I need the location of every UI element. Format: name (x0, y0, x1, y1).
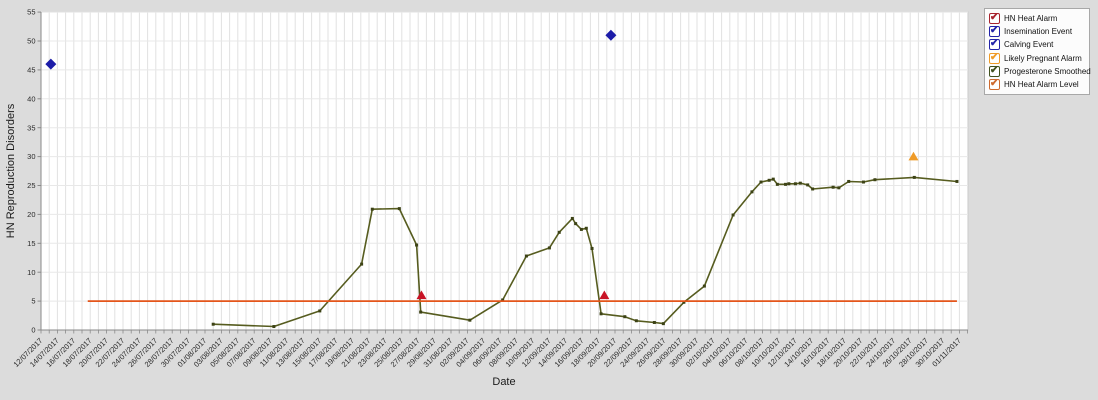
progesterone-point (623, 315, 627, 319)
progesterone-point (784, 182, 788, 186)
y-tick-label: 55 (27, 8, 35, 17)
y-axis-title: HN Reproduction Disorders (5, 103, 17, 239)
progesterone-point (652, 320, 656, 324)
legend-item-progesterone-smoothed[interactable]: Progesterone Smoothed (989, 65, 1091, 77)
progesterone-point (837, 186, 841, 190)
y-tick-label: 25 (27, 181, 35, 190)
legend-item-hn-heat-alarm-level[interactable]: HN Heat Alarm Level (989, 78, 1085, 90)
progesterone-point (861, 180, 865, 184)
checkbox-checked-icon[interactable] (989, 52, 1000, 64)
progesterone-point (759, 180, 763, 184)
progesterone-point (599, 312, 603, 316)
progesterone-point (415, 243, 419, 247)
progesterone-point (634, 319, 638, 323)
legend-label: Progesterone Smoothed (1004, 66, 1091, 76)
checkbox-checked-icon[interactable] (989, 78, 1000, 90)
calving-event-marker (45, 58, 57, 70)
legend-label: HN Heat Alarm (1004, 14, 1058, 23)
y-tick-label: 5 (31, 297, 35, 306)
progesterone-point (468, 318, 472, 322)
progesterone-point (370, 207, 374, 211)
progesterone-point (318, 309, 322, 313)
progesterone-point (570, 216, 574, 220)
hn-heat-alarm-marker (599, 290, 610, 300)
legend-item-calving-event[interactable]: Calving Event (989, 38, 1085, 51)
progesterone-point (955, 179, 959, 183)
progesterone-point (798, 181, 802, 185)
likely-pregnant-alarm-marker (908, 151, 919, 161)
progesterone-point (501, 298, 505, 302)
progesterone-point (702, 284, 706, 288)
hn-heat-alarm-marker (416, 290, 427, 300)
legend-item-hn-heat-alarm[interactable]: HN Heat Alarm (989, 12, 1085, 24)
legend: HN Heat Alarm Insemination Event Calving… (984, 8, 1091, 95)
progesterone-point (524, 254, 528, 258)
progesterone-point (806, 183, 810, 187)
y-tick-label: 40 (27, 94, 35, 103)
y-tick-label: 0 (31, 326, 35, 335)
y-tick-label: 10 (27, 268, 35, 277)
progesterone-point (731, 213, 735, 217)
legend-label: Calving Event (1004, 40, 1054, 50)
progesterone-point (771, 177, 775, 181)
y-tick-label: 15 (27, 239, 35, 248)
legend-item-likely-pregnant-alarm[interactable]: Likely Pregnant Alarm (989, 52, 1085, 64)
y-tick-label: 45 (27, 66, 35, 75)
progesterone-point (873, 178, 877, 182)
progesterone-point (767, 178, 771, 182)
insemination-event-marker (605, 29, 617, 41)
progesterone-point (661, 322, 665, 326)
progesterone-point (272, 325, 276, 329)
y-tick-label: 30 (27, 152, 35, 161)
progesterone-point (831, 185, 835, 189)
legend-label: Insemination Event (1004, 27, 1073, 37)
checkbox-checked-icon[interactable] (989, 65, 1000, 77)
checkbox-checked-icon[interactable] (989, 38, 1000, 51)
checkbox-checked-icon[interactable] (989, 12, 1000, 24)
plot-area (40, 11, 969, 331)
progesterone-point (397, 207, 401, 211)
progesterone-point (579, 227, 583, 231)
progesterone-point (787, 182, 791, 186)
y-tick-label: 50 (27, 37, 35, 46)
x-axis-title: Date (492, 376, 516, 388)
progesterone-point (775, 182, 779, 186)
progesterone-point (584, 226, 588, 230)
legend-label: HN Heat Alarm Level (1004, 79, 1079, 89)
progesterone-point (590, 247, 594, 251)
legend-item-insemination-event[interactable]: Insemination Event (989, 25, 1085, 38)
checkbox-checked-icon[interactable] (989, 25, 1000, 38)
progesterone-point (557, 230, 561, 234)
progesterone-point (211, 322, 215, 326)
progesterone-point (360, 262, 364, 266)
progesterone-point (793, 182, 797, 186)
progesterone-point (912, 175, 916, 179)
progesterone-point (682, 300, 686, 304)
progesterone-point (574, 222, 578, 226)
progesterone-point (750, 190, 754, 194)
progesterone-point (847, 179, 851, 183)
progesterone-point (419, 310, 423, 314)
y-tick-label: 20 (27, 210, 35, 219)
progesterone-point (547, 246, 551, 250)
y-tick-label: 35 (27, 123, 35, 132)
progesterone-point (811, 187, 815, 191)
legend-label: Likely Pregnant Alarm (1004, 53, 1082, 63)
